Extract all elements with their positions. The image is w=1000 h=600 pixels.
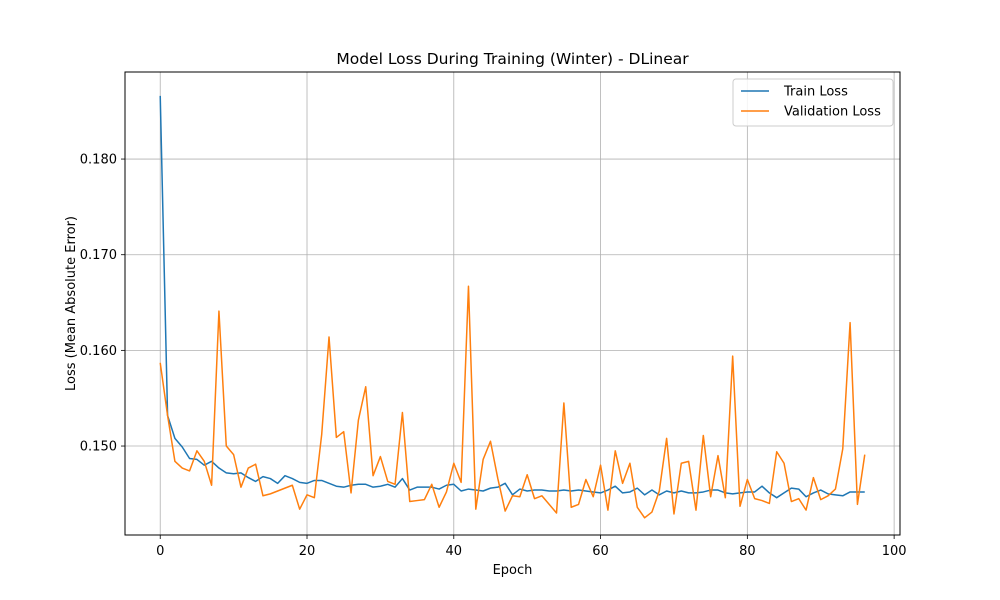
legend-box <box>732 78 894 127</box>
y-tick-label: 0.170 <box>80 248 117 263</box>
plot-frame <box>124 71 901 536</box>
validation-loss-line <box>159 285 866 519</box>
chart-title: Model Loss During Training (Winter) - DL… <box>336 50 689 68</box>
train-loss-line <box>159 95 865 499</box>
grid <box>125 72 900 535</box>
x-tick-label: 60 <box>592 544 609 559</box>
series-lines <box>159 95 866 519</box>
x-tick-label: 40 <box>446 544 463 559</box>
legend: Train Loss Validation Loss <box>732 78 894 127</box>
y-tick-label: 0.150 <box>80 440 117 455</box>
x-tick-label: 0 <box>156 544 164 559</box>
y-axis-label: Loss (Mean Absolute Error) <box>64 216 79 391</box>
axis-ticks: 0 20 40 60 80 100 0.150 0.160 0.170 0.180 <box>80 153 907 559</box>
x-tick-label: 20 <box>299 544 316 559</box>
legend-label: Train Loss <box>783 85 848 100</box>
x-tick-label: 80 <box>739 544 756 559</box>
legend-label: Validation Loss <box>784 105 881 120</box>
y-tick-label: 0.180 <box>80 153 117 168</box>
x-axis-label: Epoch <box>493 563 533 578</box>
x-tick-label: 100 <box>882 544 907 559</box>
y-tick-label: 0.160 <box>80 344 117 359</box>
